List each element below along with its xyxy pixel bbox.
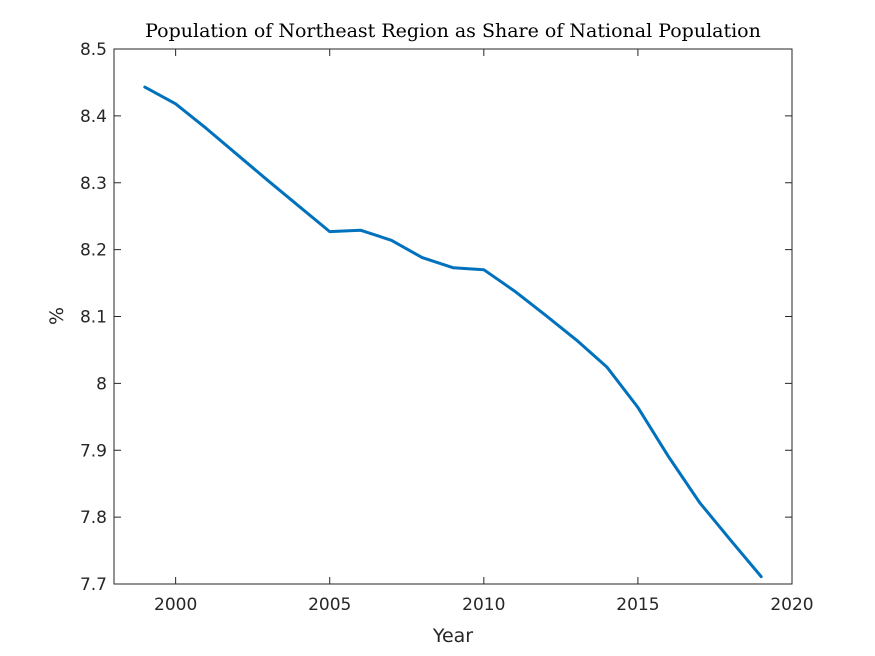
- y-tick-label: 8.5: [80, 40, 107, 60]
- ticks-layer: 2000 2005 2010 2015 2020 7.7 7.8 7.9 8 8.1 8.2 8.3 8…: [80, 40, 814, 615]
- axes-box: [113, 48, 793, 585]
- chart-title: Population of Northeast Region as Share …: [145, 20, 761, 42]
- y-tick-label: 7.9: [80, 441, 107, 461]
- y-tick-label: 8.3: [80, 174, 107, 194]
- y-tick-label: 8.2: [80, 241, 107, 261]
- y-tick-label: 7.8: [80, 508, 107, 528]
- y-tick-label: 8: [96, 374, 107, 394]
- y-tick-label: 7.7: [80, 575, 107, 595]
- series-line: [143, 85, 763, 579]
- x-tick-label: 2015: [616, 595, 659, 615]
- y-axis-label: %: [46, 307, 68, 325]
- x-tick-label: 2020: [770, 595, 813, 615]
- y-tick-label: 8.4: [80, 107, 107, 127]
- x-tick-label: 2000: [154, 595, 197, 615]
- x-tick-label: 2005: [308, 595, 351, 615]
- x-axis-label: Year: [432, 625, 473, 647]
- x-tick-label: 2010: [462, 595, 505, 615]
- y-tick-label: 8.1: [80, 308, 107, 328]
- plot-area: 2000 2005 2010 2015 2020 7.7 7.8 7.9 8 8.1 8.2 8.3 8…: [80, 40, 814, 615]
- series-layer: [143, 85, 763, 579]
